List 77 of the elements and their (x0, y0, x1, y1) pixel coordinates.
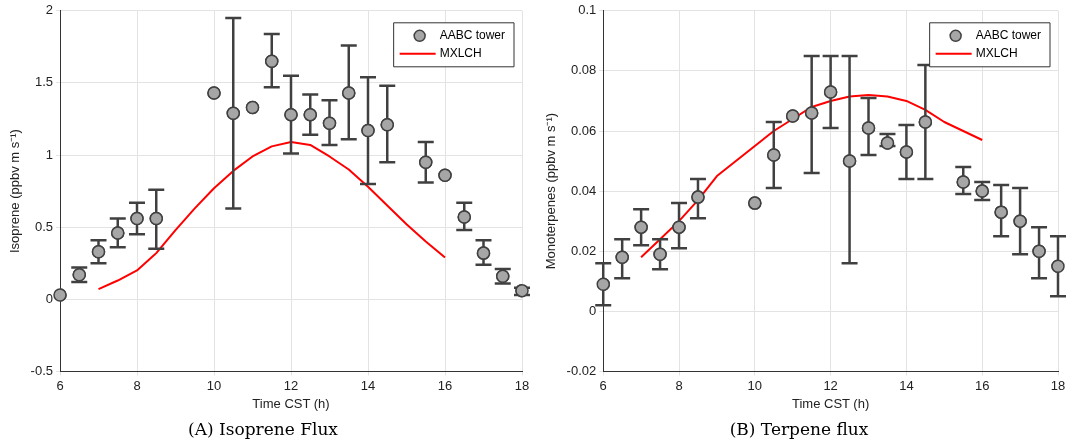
y-tick-label: 0 (589, 302, 597, 318)
point (361, 123, 375, 138)
x-axis-title: Time CST (h) (252, 396, 330, 412)
point (899, 145, 914, 159)
y-tick-label: 0 (45, 290, 53, 306)
point (91, 244, 106, 259)
point (1013, 214, 1027, 228)
y-tick-label: 0.08 (570, 62, 597, 78)
x-tick-label: 8 (133, 377, 141, 393)
y-tick-label: -0.02 (566, 362, 597, 378)
legend-label: MXLCH (975, 46, 1018, 61)
point (596, 277, 610, 292)
point (1032, 244, 1046, 258)
y-tick-label: 2 (45, 2, 53, 18)
y-axis-title: Isoprene (ppbv m s⁻¹) (7, 129, 23, 254)
point (634, 220, 648, 234)
point (994, 205, 1008, 219)
point (245, 100, 260, 115)
y-tick-label: 1.5 (34, 74, 53, 90)
point (956, 175, 971, 189)
x-tick-label: 12 (283, 377, 299, 393)
point (861, 121, 876, 135)
x-tick-label: 6 (56, 377, 64, 393)
point (1051, 259, 1065, 273)
y-tick-label: -0.5 (30, 362, 53, 378)
text: (B) Terpene flux (729, 419, 869, 440)
point (842, 154, 857, 168)
point (322, 116, 337, 131)
point (691, 190, 705, 204)
point (476, 246, 491, 260)
text: (A) Isoprene Flux (188, 419, 339, 440)
x-tick-label: 16 (437, 377, 453, 393)
y-axis-title: Monoterpenes (ppbv m s⁻¹) (543, 112, 559, 270)
point (653, 247, 667, 261)
x-tick-label: 6 (599, 377, 607, 393)
x-tick-label: 10 (206, 377, 222, 393)
y-tick-label: 1 (45, 146, 53, 162)
point (748, 196, 762, 210)
point (918, 115, 933, 129)
x-tick-label: 14 (360, 377, 376, 393)
x-tick-label: 14 (899, 377, 914, 393)
point (284, 107, 298, 122)
legend-label: AABC tower (439, 28, 505, 43)
x-tick-label: 8 (675, 377, 683, 393)
x-tick-label: 18 (514, 377, 530, 393)
point (615, 250, 629, 264)
point (438, 168, 452, 182)
point (672, 220, 686, 234)
point (419, 155, 433, 169)
y-tick-label: 0.06 (570, 122, 597, 138)
x-tick-label: 16 (974, 377, 990, 393)
x-tick-label: 18 (1050, 377, 1066, 393)
point (804, 106, 819, 120)
point (823, 85, 838, 99)
y-tick-label: 0.04 (570, 182, 597, 198)
point (226, 106, 240, 120)
point (380, 118, 394, 132)
x-axis-title: Time CST (h) (791, 396, 870, 412)
y-tick-label: 0.02 (570, 242, 597, 258)
x-tick-label: 12 (823, 377, 838, 393)
point (53, 288, 67, 302)
point (130, 211, 144, 226)
legend-label: AABC tower (975, 28, 1041, 43)
point (767, 148, 781, 162)
point (342, 86, 356, 100)
point (880, 136, 895, 150)
point (785, 109, 800, 123)
legend-label: MXLCH (439, 46, 482, 61)
point (111, 226, 125, 240)
point (265, 54, 279, 69)
y-tick-label: 0.5 (34, 218, 53, 234)
x-tick-label: 10 (747, 377, 763, 393)
point (457, 210, 471, 224)
point (149, 211, 163, 226)
point (207, 86, 221, 100)
y-tick-label: 0.1 (578, 2, 597, 18)
point (303, 107, 317, 122)
